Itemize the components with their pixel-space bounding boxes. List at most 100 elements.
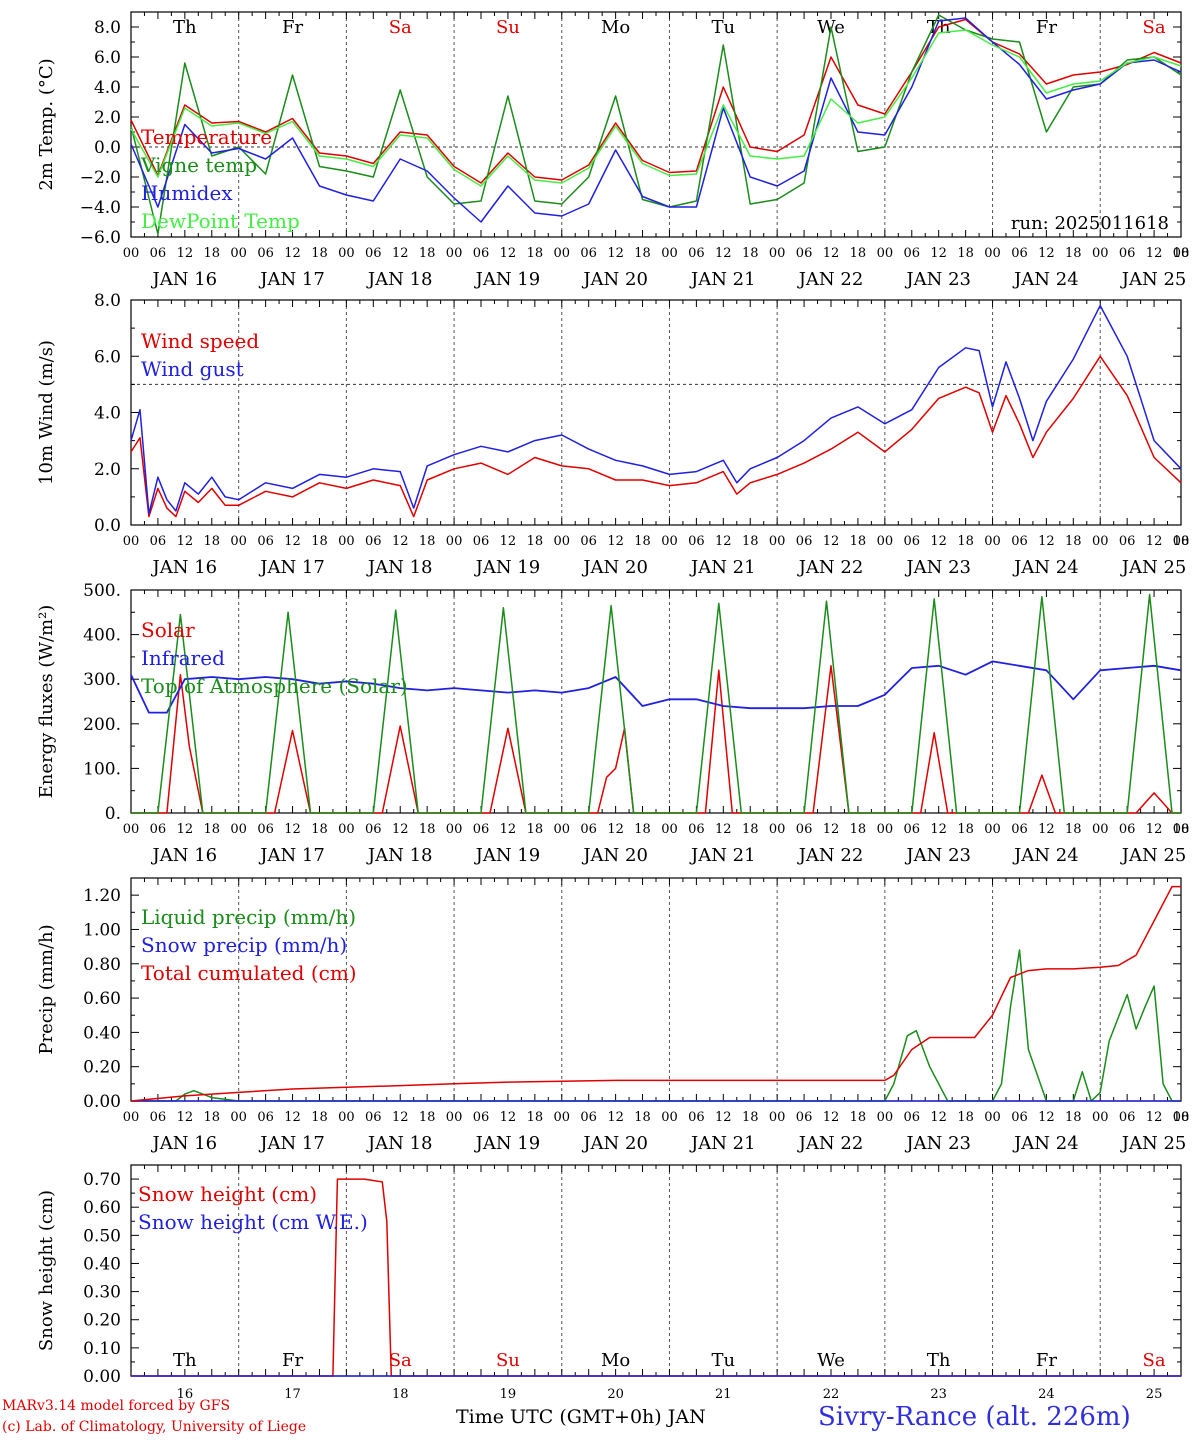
wind-hour-label: 18 [311,534,328,549]
temp-hour-label: 06 [150,246,167,261]
flux-y-tick-label: 0. [105,804,121,824]
precip-date-label: JAN 24 [1012,1133,1079,1154]
flux-hour-label: 00 [1092,822,1109,837]
temp-y-axis-label: 2m Temp. (°C) [36,58,57,190]
temp-hour-label: 12 [823,246,840,261]
precip-hour-label: 18 [203,1110,220,1125]
precip-hour-label: 12 [1038,1110,1055,1125]
flux-legend-entry: Solar [141,618,195,642]
wind-hour-label: 00 [446,534,463,549]
wind-hour-label: 12 [930,534,947,549]
flux-date-label: JAN 25 [1120,845,1187,866]
temp-hour-label: 00 [1092,246,1109,261]
flux-hour-label: 06 [796,822,813,837]
snow-day-number: 23 [930,1387,947,1400]
flux-hour-label: 12 [177,822,194,837]
flux-hour-label: 00 [769,822,786,837]
precip-hour-label: 00 [338,1110,355,1125]
wind-hour-label: 06 [580,534,597,549]
wind-date-label: JAN 25 [1120,557,1187,578]
precip-date-label: JAN 19 [474,1133,541,1154]
precip-hour-label: 00 [984,1110,1001,1125]
wind-hour-label: 06 [473,534,490,549]
temp-y-tick-label: 0.0 [94,138,121,158]
precip-hour-label: 18 [1065,1110,1082,1125]
wind-hour-label: 12 [823,534,840,549]
temp-hour-label: 12 [392,246,409,261]
flux-hour-label: 18 [1065,822,1082,837]
snow-weekday-label: Sa [389,1350,412,1371]
flux-legend-entry: Infrared [141,646,225,670]
temp-y-tick-label: 2.0 [94,108,121,128]
temp-weekday-label: Fr [282,17,303,38]
wind-hour-label: 18 [203,534,220,549]
temp-y-tick-label: 4.0 [94,78,121,98]
temp-hour-label: 00 [661,246,678,261]
flux-y-tick-label: 500. [83,581,121,601]
wind-hour-label: 00 [984,534,1001,549]
precip-y-tick-label: 1.00 [83,920,121,940]
temp-date-label: JAN 24 [1012,269,1079,290]
temp-hour-label: 18 [527,246,544,261]
flux-hour-label: 18 [527,822,544,837]
flux-hour-label: 06 [150,822,167,837]
precip-y-tick-label: 0.80 [83,955,121,975]
wind-y-axis-label: 10m Wind (m/s) [36,340,57,485]
wind-date-label: JAN 18 [366,557,433,578]
temp-weekday-label: Tu [712,17,736,38]
flux-date-label: JAN 18 [366,845,433,866]
temp-date-label: JAN 23 [904,269,971,290]
temp-hour-label: 06 [796,246,813,261]
snow-weekday-label: Mo [601,1350,630,1371]
precip-date-label: JAN 21 [689,1133,756,1154]
flux-date-label: JAN 17 [258,845,325,866]
wind-hour-label: 18 [1065,534,1082,549]
precip-hour-label: 06 [473,1110,490,1125]
flux-hour-label: 12 [607,822,624,837]
flux-date-label: JAN 24 [1012,845,1079,866]
precip-hour-label: 06 [1011,1110,1028,1125]
flux-hour-label: 06 [473,822,490,837]
precip-hour-label: 12 [500,1110,517,1125]
flux-date-label: JAN 19 [474,845,541,866]
precip-hour-label: 00 [661,1110,678,1125]
temp-date-label: JAN 17 [258,269,325,290]
temp-legend-entry: DewPoint Temp [141,209,300,233]
temp-y-tick-label: −4.0 [80,198,121,218]
wind-hour-label: 18 [957,534,974,549]
precip-y-tick-label: 0.20 [83,1058,121,1078]
snow-y-tick-label: 0.40 [83,1254,121,1274]
wind-series-line [130,304,1182,515]
temp-hour-label: 18 [742,246,759,261]
precip-date-label: JAN 20 [581,1133,648,1154]
flux-hour-label: 18 [850,822,867,837]
snow-day-number: 21 [715,1387,732,1400]
flux-hour-label: 00 [553,822,570,837]
flux-hour-label: 12 [1146,822,1163,837]
flux-series-line [131,593,1181,814]
snow-y-tick-label: 0.10 [83,1339,121,1359]
precip-hour-label: 18 [634,1110,651,1125]
wind-y-tick-label: 0.0 [94,516,121,536]
temp-hour-label: 00 [123,246,140,261]
precip-date-label: JAN 23 [904,1133,971,1154]
flux-hour-label: 00 [877,822,894,837]
temp-date-label: JAN 22 [797,269,864,290]
precip-hour-label: 12 [715,1110,732,1125]
snow-day-number: 25 [1146,1387,1163,1400]
snow-y-tick-label: 0.00 [83,1367,121,1387]
flux-hour-label: 06 [688,822,705,837]
flux-hour-label: 12 [930,822,947,837]
precip-hour-label: 12 [823,1110,840,1125]
wind-y-tick-label: 4.0 [94,404,121,424]
flux-hour-label: 12 [1038,822,1055,837]
snow-y-tick-label: 0.20 [83,1311,121,1331]
precip-y-tick-label: 0.40 [83,1023,121,1043]
wind-hour-label: 00 [661,534,678,549]
wind-hour-label: 06 [688,534,705,549]
temp-y-tick-label: −6.0 [80,228,121,248]
wind-hour-label: 18 [1173,534,1190,549]
temp-hour-label: 12 [1038,246,1055,261]
wind-hour-label: 12 [715,534,732,549]
temp-date-label: JAN 19 [474,269,541,290]
